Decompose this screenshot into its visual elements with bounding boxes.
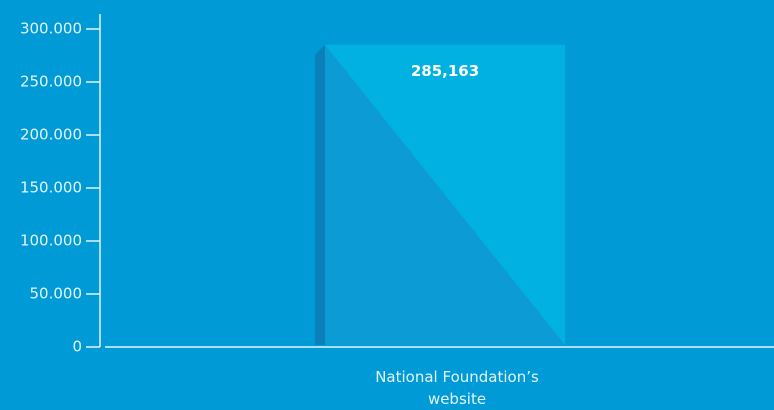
value-label: 285,163 <box>411 62 479 80</box>
y-tick-label: 50.000 <box>30 285 83 303</box>
y-tick-label: 200.000 <box>20 126 82 144</box>
y-tick-label: 100.000 <box>20 232 82 250</box>
x-tick-label: National Foundation’s website <box>375 368 539 408</box>
y-tick-label: 250.000 <box>20 73 82 91</box>
y-tick-label: 300.000 <box>20 20 82 38</box>
bar-side <box>315 44 325 345</box>
bar-highlight <box>325 44 565 345</box>
y-tick-label: 0 <box>72 338 82 356</box>
y-tick-label: 150.000 <box>20 179 82 197</box>
